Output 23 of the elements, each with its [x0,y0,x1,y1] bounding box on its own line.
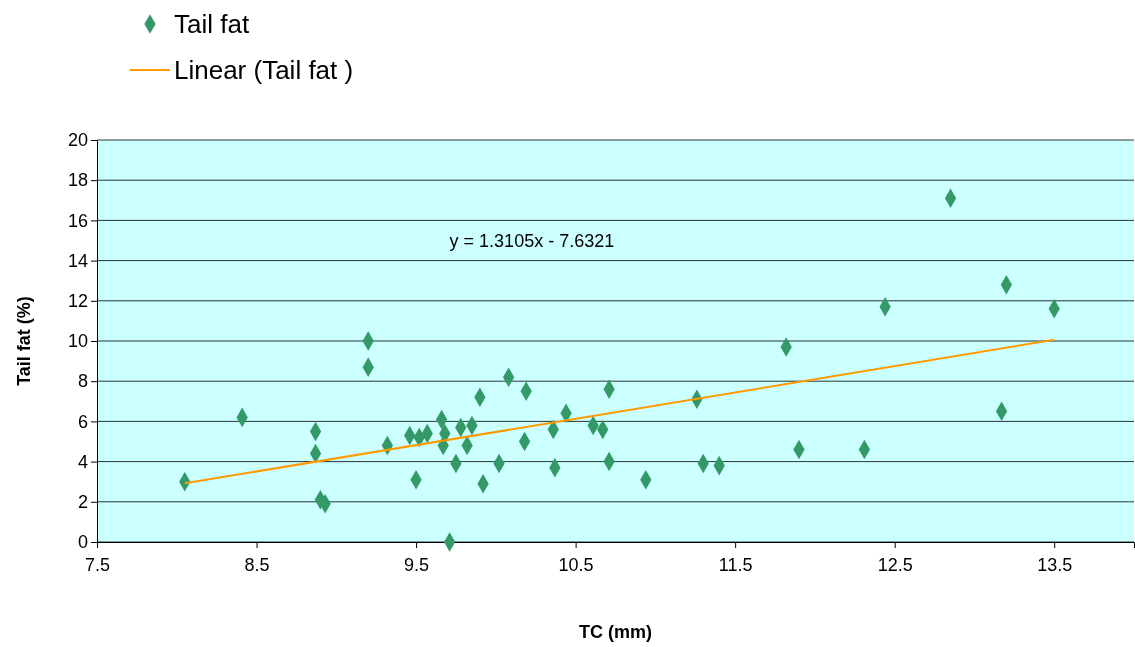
x-tick-label: 7.5 [84,554,111,575]
x-tick-label: 9.5 [404,554,430,575]
y-tick-label: 0 [77,532,88,553]
y-tick-label: 2 [77,492,88,513]
y-tick-label: 20 [67,130,88,151]
y-tick-label: 6 [77,411,88,432]
y-tick-label: 16 [67,210,88,231]
x-tick-label: 10.5 [558,554,594,575]
y-tick-label: 4 [77,451,88,472]
legend-label: Tail fat [174,9,250,39]
y-tick-label: 10 [67,331,88,352]
x-tick-label: 11.5 [718,554,753,575]
y-tick-label: 8 [77,371,88,392]
y-axis-title: Tail fat (%) [14,296,34,386]
x-tick-label: 13.5 [1037,554,1073,575]
y-tick-label: 18 [67,170,88,191]
x-tick-label: 12.5 [877,554,913,575]
y-tick-label: 12 [67,291,88,312]
annotation: y = 1.3105x - 7.6321 [449,230,615,251]
legend-label: Linear (Tail fat ) [174,55,354,85]
y-tick-label: 14 [67,250,88,271]
x-axis-title: TC (mm) [579,622,652,642]
x-tick-label: 8.5 [244,554,270,575]
